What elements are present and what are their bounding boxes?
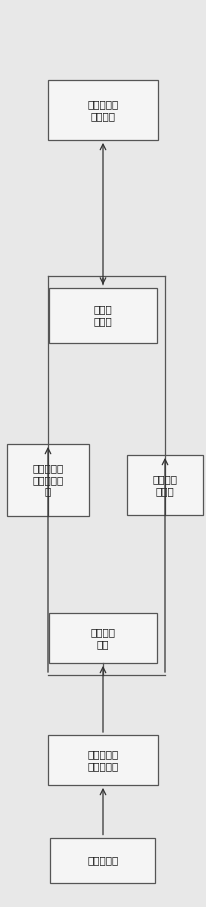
Bar: [7, 444, 89, 516]
Bar: [49, 288, 157, 343]
Text: 太赫兹产
生装置: 太赫兹产 生装置: [152, 474, 178, 496]
Text: 啁啾前沿脉
冲光产生装
置: 啁啾前沿脉 冲光产生装 置: [32, 463, 64, 497]
Bar: [48, 735, 158, 785]
Text: 信号采集及
处理模块: 信号采集及 处理模块: [87, 99, 119, 121]
Text: 分光延迟
装置: 分光延迟 装置: [90, 628, 116, 649]
Bar: [127, 455, 203, 515]
Bar: [49, 613, 157, 663]
Bar: [50, 837, 156, 883]
Text: 飞秒激光器: 飞秒激光器: [87, 855, 119, 865]
Bar: [48, 80, 158, 140]
Text: 负啁啾脉冲
光产生装置: 负啁啾脉冲 光产生装置: [87, 749, 119, 771]
Text: 电光效
应晶体: 电光效 应晶体: [94, 304, 112, 326]
